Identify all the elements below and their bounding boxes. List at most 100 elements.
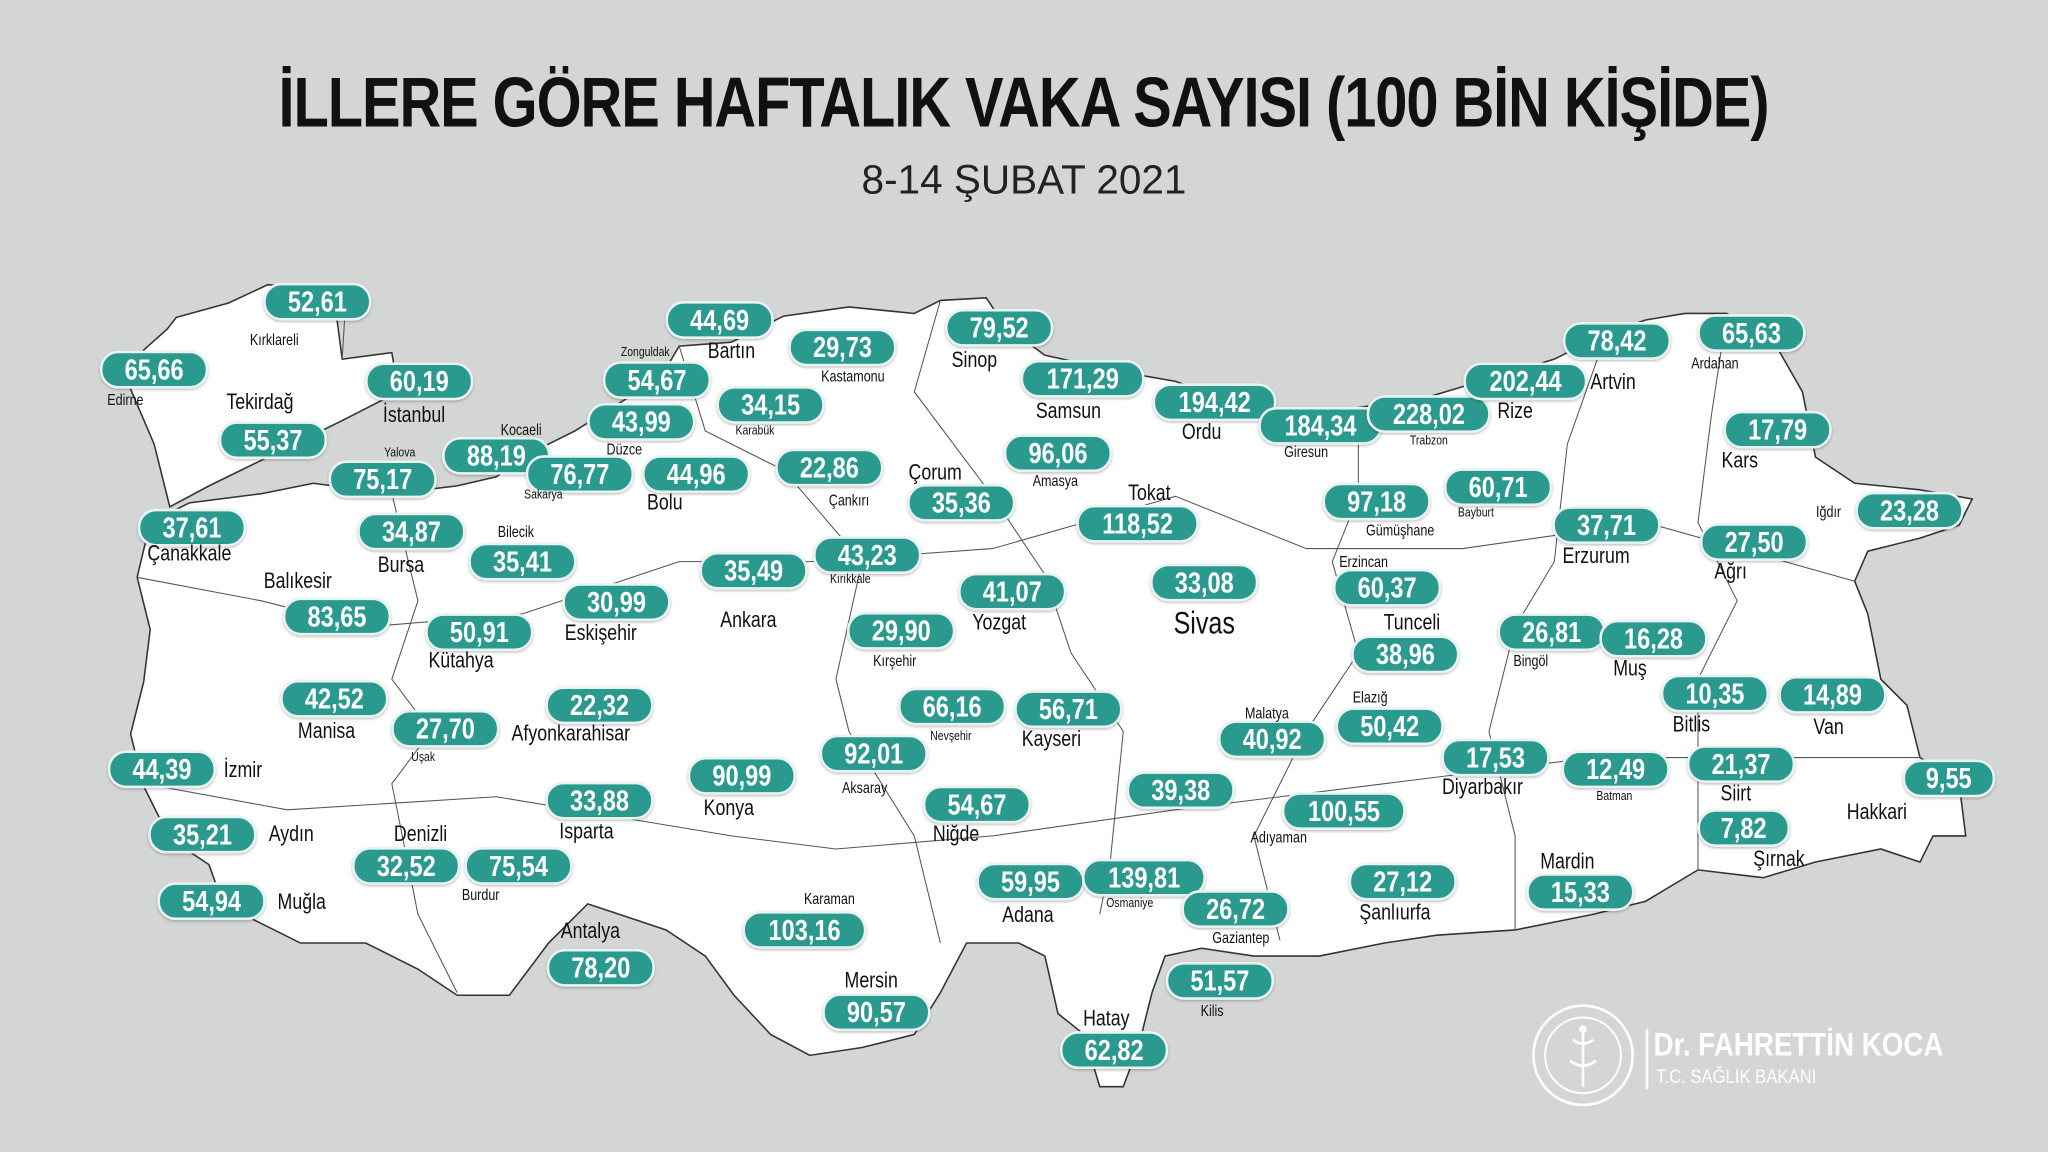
province-name-krklareli: Kırklareli (249, 330, 299, 349)
case-rate-value: 27,70 (415, 712, 475, 746)
case-rate-value: 22,32 (570, 688, 629, 722)
value-badge-burdur: 75,54 (464, 847, 573, 885)
case-rate-value: 38,96 (1375, 638, 1435, 671)
value-badge-mus: 16,28 (1599, 619, 1708, 658)
value-badge-yozgat: 41,07 (957, 572, 1067, 611)
province-name-diyarbakr: Diyarbakır (1441, 774, 1523, 800)
value-badge-sinop: 79,52 (944, 308, 1054, 347)
case-rate-value: 35,49 (724, 554, 784, 588)
province-name-mus: Muş (1613, 655, 1647, 681)
value-badge-giresun: 184,34 (1258, 406, 1383, 445)
case-rate-value: 9,55 (1925, 762, 1972, 795)
value-badge-corum: 35,36 (907, 483, 1016, 522)
province-name-duzce: Düzce (606, 440, 643, 459)
value-badge-diyarbakr: 17,53 (1441, 738, 1550, 777)
province-name-cankr: Çankırı (828, 491, 870, 510)
case-rate-value: 44,96 (666, 457, 726, 491)
case-rate-value: 78,42 (1587, 324, 1647, 358)
case-rate-value: 54,67 (627, 363, 687, 397)
province-name-bilecik: Bilecik (497, 522, 535, 541)
case-rate-value: 42,52 (304, 682, 364, 716)
value-badge-batman: 12,49 (1561, 750, 1670, 789)
date-range: 8-14 ŞUBAT 2021 (861, 156, 1187, 203)
province-name-trabzon: Trabzon (1409, 434, 1448, 449)
value-badge-konya: 90,99 (687, 756, 797, 795)
case-rate-value: 59,95 (1001, 865, 1061, 898)
province-name-bayburt: Bayburt (1457, 506, 1494, 521)
value-badge-igdr: 23,28 (1855, 491, 1964, 530)
value-badge-izmir: 44,39 (107, 750, 217, 789)
province-name-bitlis: Bitlis (1672, 711, 1711, 737)
province-name-mardin: Mardin (1540, 848, 1595, 874)
divider (1645, 1029, 1649, 1090)
province-name-bolu: Bolu (647, 489, 683, 515)
province-name-hakkari: Hakkari (1846, 799, 1908, 825)
case-rate-value: 62,82 (1084, 1033, 1144, 1067)
value-badge-adyaman: 100,55 (1281, 792, 1407, 831)
value-badge-istanbul: 60,19 (365, 362, 474, 401)
province-name-nevsehir: Nevşehir (930, 729, 972, 744)
province-name-tunceli: Tunceli (1383, 609, 1441, 635)
value-badge-zonguldak: 54,67 (602, 361, 712, 400)
case-rate-value: 97,18 (1347, 485, 1407, 518)
case-rate-value: 76,77 (550, 457, 610, 491)
value-badge-kayseri: 56,71 (1014, 690, 1123, 729)
case-rate-value: 103,16 (768, 913, 841, 947)
province-name-nigde: Niğde (932, 821, 980, 847)
value-badge-bilecik: 35,41 (468, 542, 577, 581)
case-rate-value: 90,99 (712, 759, 772, 793)
value-badge-artvin: 78,42 (1562, 321, 1672, 360)
case-rate-value: 83,65 (307, 600, 367, 633)
value-badge-nevsehir: 66,16 (897, 687, 1007, 726)
case-rate-value: 60,19 (389, 365, 449, 398)
value-badge-manisa: 42,52 (280, 679, 389, 718)
province-name-giresun: Giresun (1284, 442, 1329, 462)
case-rate-value: 23,28 (1880, 494, 1940, 528)
value-badge-usak: 27,70 (391, 709, 500, 748)
value-badge-nigde: 54,67 (922, 785, 1032, 824)
case-rate-value: 16,28 (1624, 622, 1684, 656)
province-name-krsehir: Kırşehir (873, 651, 917, 671)
case-rate-value: 54,67 (947, 788, 1007, 821)
value-badge-bayburt: 60,71 (1443, 468, 1553, 507)
province-name-igdr: Iğdır (1816, 502, 1842, 522)
province-name-krkkale: Kırıkkale (829, 572, 871, 588)
province-name-corum: Çorum (908, 459, 962, 485)
province-name-kars: Kars (1721, 447, 1759, 473)
value-badge-karaman: 103,16 (742, 911, 867, 949)
value-badge-kutahya: 50,91 (425, 613, 534, 652)
value-badge-denizli: 32,52 (351, 847, 461, 885)
province-name-mersin: Mersin (844, 967, 898, 993)
value-badge-rize: 202,44 (1463, 362, 1588, 401)
province-name-balkesir: Balıkesir (263, 568, 332, 593)
value-badge-elazg: 50,42 (1335, 707, 1444, 746)
value-badge-hakkari: 9,55 (1902, 759, 1995, 798)
case-rate-value: 17,79 (1748, 413, 1808, 447)
case-rate-value: 60,37 (1357, 571, 1417, 605)
value-badge-krklareli: 52,61 (263, 282, 372, 321)
province-name-tokat: Tokat (1128, 480, 1171, 506)
case-rate-value: 51,57 (1190, 964, 1250, 998)
province-name-sinop: Sinop (951, 347, 998, 373)
value-badge-afyonkarahisar: 22,32 (545, 686, 654, 725)
case-rate-value: 7,82 (1720, 811, 1767, 845)
signature-block: Dr. FAHRETTİN KOCA T.C. SAĞLIK BAKANI (1528, 1000, 1972, 1110)
case-rate-value: 43,99 (611, 405, 671, 439)
value-badge-sakarya: 76,77 (525, 455, 635, 494)
province-name-gaziantep: Gaziantep (1212, 928, 1270, 947)
page-title: İLLERE GÖRE HAFTALIK VAKA SAYISI (100 Bİ… (0, 63, 2048, 144)
province-name-sakarya: Sakarya (524, 487, 563, 503)
province-name-mugla: Muğla (277, 889, 326, 915)
province-name-antalya: Antalya (560, 918, 620, 944)
value-badge-aydn: 35,21 (148, 815, 257, 854)
value-badge-erzincan: 60,37 (1332, 568, 1442, 607)
case-rate-value: 92,01 (844, 737, 904, 770)
case-rate-value: 52,61 (287, 285, 347, 319)
case-rate-value: 75,17 (353, 463, 413, 496)
province-name-yozgat: Yozgat (972, 609, 1027, 635)
province-name-sivas: Sivas (1173, 606, 1235, 642)
province-name-izmir: İzmir (223, 757, 263, 783)
value-badge-antalya: 78,20 (546, 948, 656, 987)
province-name-kutahya: Kütahya (428, 647, 494, 673)
